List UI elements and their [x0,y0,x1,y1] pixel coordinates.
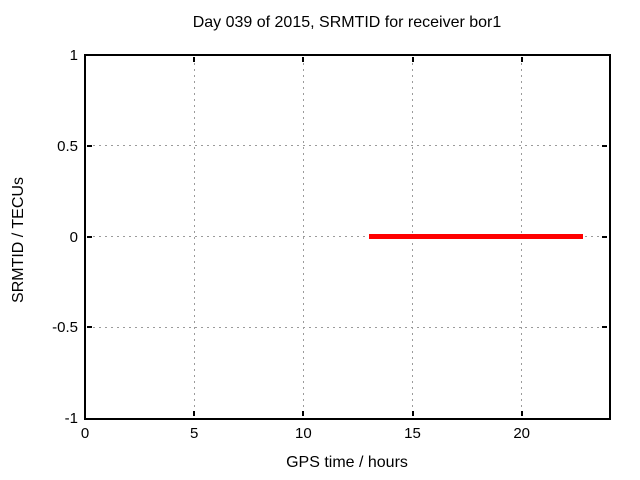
y-tick-mark [602,326,607,329]
plot-area [84,54,611,420]
x-tick-mark [411,411,414,416]
y-tick-label: 0.5 [57,137,78,155]
x-tick-label: 10 [294,425,312,442]
x-tick-label: 5 [189,425,199,442]
y-tick-label: 0 [69,228,78,246]
y-tick-mark [87,144,92,147]
x-tick-mark [411,57,414,62]
y-gridline [87,326,607,328]
x-tick-label: 0 [80,425,90,442]
y-axis-label: SRMTID / TECUs [10,177,27,303]
srmtid-series-line [368,234,583,239]
y-tick-mark [87,235,92,238]
x-tick-mark [193,57,196,62]
y-tick-mark [602,235,607,238]
y-gridline [87,145,607,147]
y-tick-mark [87,326,92,329]
x-tick-label: 20 [513,425,530,442]
chart-title: Day 039 of 2015, SRMTID for receiver bor… [192,14,502,31]
x-tick-mark [302,411,305,416]
x-tick-mark [302,57,305,62]
x-axis-label: GPS time / hours [286,454,408,471]
y-tick-mark [602,144,607,147]
y-tick-label: -0.5 [52,319,78,337]
x-tick-mark [193,411,196,416]
x-tick-label: 15 [404,425,421,442]
x-tick-mark [520,411,523,416]
x-tick-mark [520,57,523,62]
y-tick-label: -1 [64,410,78,427]
y-tick-label: 1 [69,47,78,64]
y-gridline [87,236,607,237]
